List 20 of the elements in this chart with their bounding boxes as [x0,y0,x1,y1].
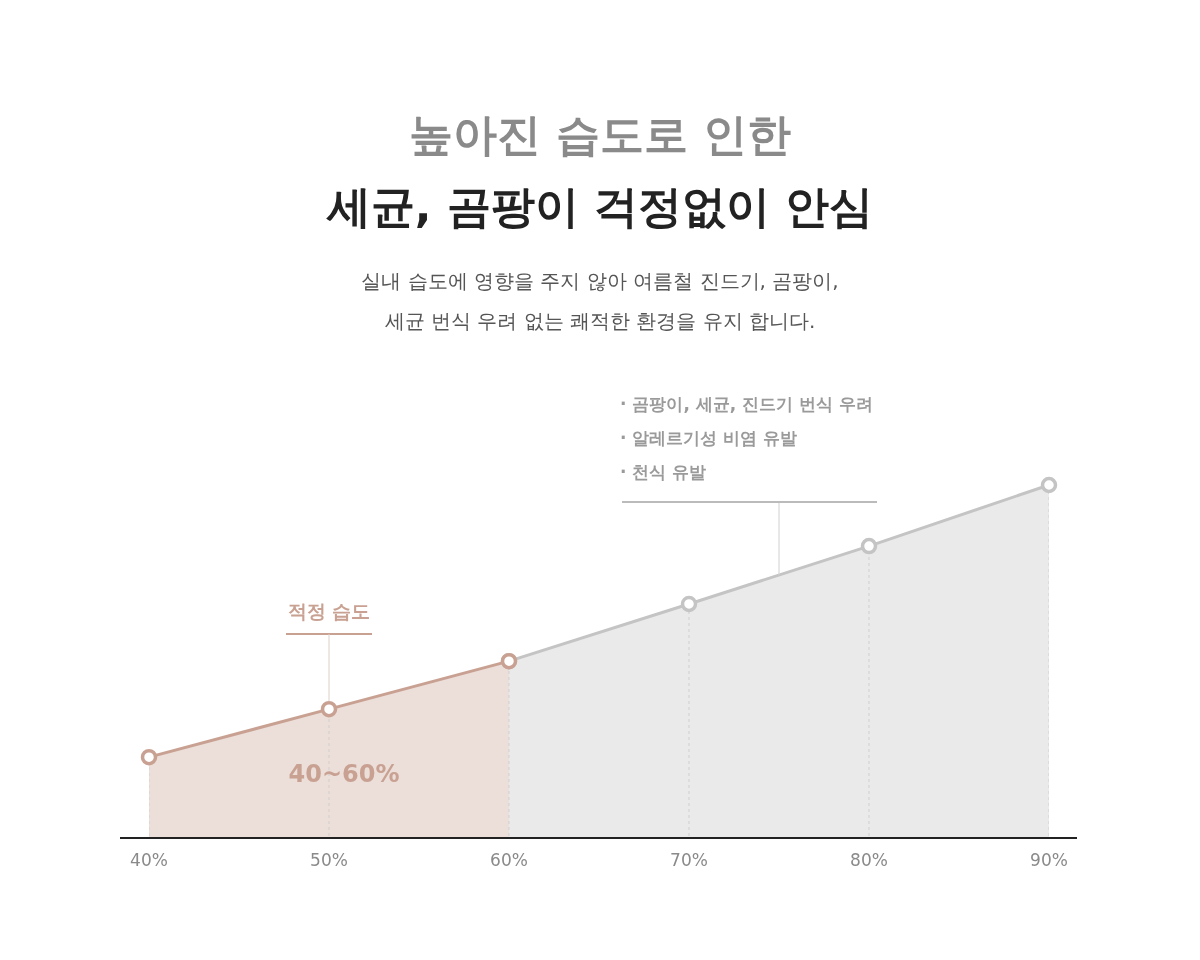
text: 실내 습도에 영향을 주지 않아 여름철 진드기, 곰팡이, [361,269,839,293]
point [1040,476,1058,494]
x-tick-label: 70% [670,850,708,870]
text: · 알레르기성 비염 유발 [620,428,798,448]
point [680,595,698,613]
point [860,537,878,555]
text: · 천식 유발 [620,462,707,482]
x-tick-label: 60% [490,850,528,870]
chart-title: 높아진 습도로 인한 [408,109,792,160]
x-tick-label: 90% [1030,850,1068,870]
x-tick-label: 80% [850,850,888,870]
point [140,748,158,766]
x-tick-label: 50% [310,850,348,870]
annotation: 40~60% [288,760,400,788]
text: 세균 번식 우려 없는 쾌적한 환경을 유지 합니다. [384,309,816,333]
annotation: 적정 습도 [287,600,371,622]
point [320,700,338,718]
x-tick-label: 40% [130,850,168,870]
text: · 곰팡이, 세균, 진드기 번식 우려 [620,394,873,414]
chart-subtitle: 세균, 곰팡이 걱정없이 안심 [325,181,874,232]
